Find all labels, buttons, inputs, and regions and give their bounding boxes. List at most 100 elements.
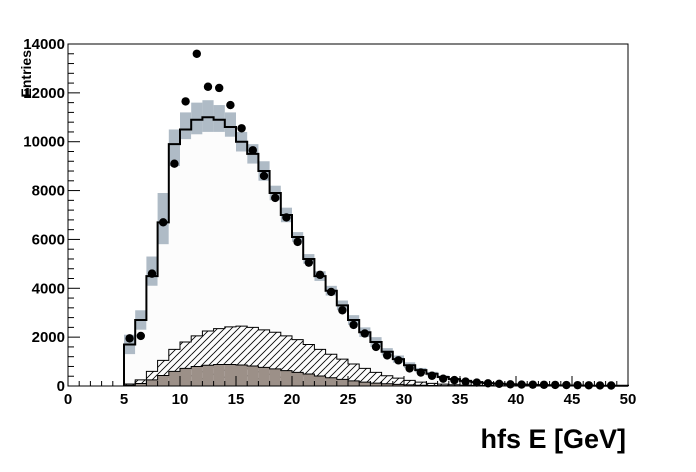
mc-total-fill-bin (415, 372, 427, 386)
hatched-component-bin (135, 379, 147, 386)
x-tick-label: 50 (620, 391, 637, 408)
hatched-component-bin (269, 332, 281, 386)
data-point (360, 329, 369, 338)
data-point (338, 306, 347, 315)
mc-total-fill-bin (392, 362, 404, 386)
y-tick-label: 2000 (32, 329, 65, 346)
hatched-component-bin (247, 327, 259, 386)
solid-component-bin (202, 365, 214, 386)
y-tick-label: 12000 (23, 85, 65, 102)
data-point (147, 269, 157, 278)
solid-component-bin (224, 364, 236, 386)
mc-uncertainty-band-bin (191, 102, 203, 135)
data-point (595, 381, 605, 390)
x-tick-label: 15 (228, 391, 245, 408)
solid-component-bin (325, 377, 337, 386)
solid-component-bin (258, 367, 270, 386)
mc-total-fill-bin (168, 166, 180, 386)
solid-component-bin (404, 384, 416, 386)
data-point (304, 258, 313, 267)
mc-total-fill-bin (224, 136, 236, 386)
solid-component-bin (236, 364, 248, 386)
data-point (483, 379, 493, 388)
mc-total-fill-bin (370, 346, 382, 386)
data-point (416, 368, 425, 377)
solid-component-bin (146, 379, 158, 386)
mc-total-fill-bin (135, 329, 147, 386)
data-point (215, 83, 224, 93)
y-tick-label: 0 (57, 378, 65, 395)
mc-total-fill-bin (258, 180, 270, 386)
hatched-component-bin (404, 380, 416, 386)
solid-component-bin (269, 368, 281, 386)
mc-total-fill-bin (325, 295, 337, 386)
hatched-component-bin (180, 342, 192, 386)
solid-component-bin (280, 370, 292, 386)
data-point (517, 380, 526, 389)
mc-total-fill-bin (404, 368, 416, 386)
data-point (349, 320, 358, 330)
solid-component-bin (370, 383, 382, 386)
data-point (539, 380, 549, 389)
hatched-component-bin (392, 378, 404, 386)
mc-uncertainty-band-bin (224, 112, 236, 137)
data-point (203, 82, 213, 91)
y-tick-label: 8000 (32, 183, 65, 200)
hatched-component-bin (370, 372, 382, 386)
mc-total-fill-bin (146, 285, 158, 386)
solid-component-bin (135, 383, 147, 386)
solid-component-bin (381, 383, 393, 386)
mc-total-fill-bin (348, 324, 360, 386)
data-point (293, 237, 302, 247)
x-tick-label: 10 (172, 391, 189, 408)
x-tick-label: 45 (564, 391, 581, 408)
y-tick-label: 14000 (23, 36, 65, 53)
data-point (551, 380, 560, 390)
data-point (237, 124, 246, 133)
data-point (461, 377, 470, 386)
solid-component-bin (157, 375, 169, 386)
data-point (125, 334, 134, 343)
hatched-component-bin (191, 335, 203, 386)
data-point (259, 171, 269, 181)
data-point (136, 331, 145, 341)
solid-component-bin (191, 366, 203, 386)
data-point (573, 380, 582, 390)
mc-total-fill-bin (381, 355, 393, 386)
mc-total-fill-bin (191, 134, 203, 386)
data-point (472, 378, 481, 387)
data-point (315, 270, 325, 280)
data-point (371, 342, 381, 352)
mc-total-fill-bin (280, 222, 292, 386)
data-point (394, 356, 403, 365)
solid-component-bin (247, 365, 259, 386)
hatched-component-bin (426, 383, 438, 386)
mc-uncertainty-band-bin (213, 105, 225, 132)
data-point (383, 351, 392, 360)
hatched-component-bin (303, 344, 315, 386)
data-point (159, 218, 168, 227)
data-point (192, 49, 201, 58)
mc-total-fill-bin (426, 375, 438, 386)
hatched-component-bin (437, 384, 449, 386)
hatched-component-bin (258, 329, 270, 386)
data-point (271, 193, 280, 203)
data-point (506, 380, 515, 389)
x-axis-title: hfs E [GeV] (480, 424, 626, 454)
mc-uncertainty-band-bin (202, 100, 214, 132)
mc-total-fill-bin (236, 151, 248, 386)
hatched-component-bin (325, 354, 337, 386)
x-tick-label: 35 (452, 391, 469, 408)
x-tick-label: 25 (340, 391, 357, 408)
mc-total-fill-bin (213, 131, 225, 386)
data-point (170, 159, 179, 168)
solid-component-bin (213, 364, 225, 386)
solid-component-bin (168, 371, 180, 386)
mc-uncertainty-band-bin (168, 129, 180, 167)
hatched-component-bin (213, 328, 225, 386)
mc-total-fill-bin (292, 241, 304, 386)
solid-component-bin (314, 375, 326, 386)
mc-total-fill-bin (247, 163, 259, 386)
